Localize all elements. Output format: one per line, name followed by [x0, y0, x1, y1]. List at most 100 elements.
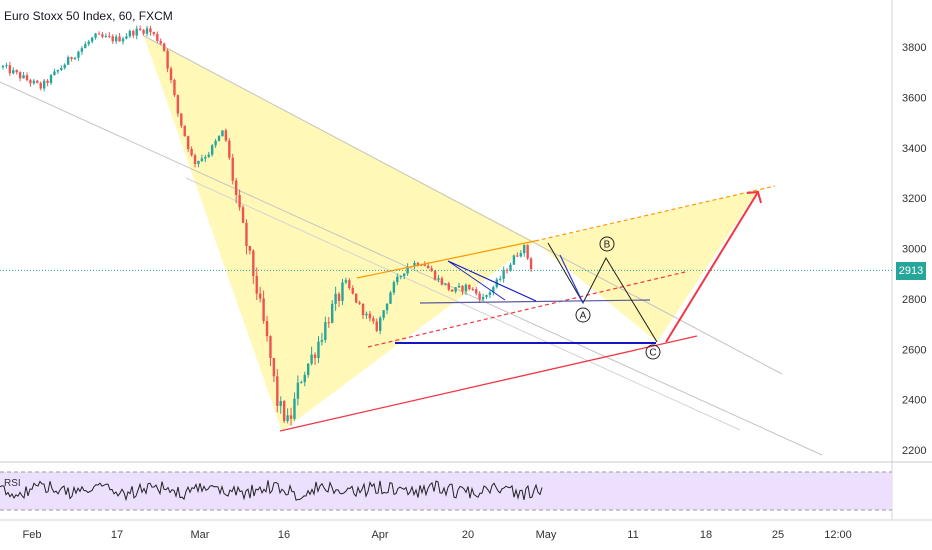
channel-line-lower [0, 81, 823, 456]
candle-body [204, 156, 207, 159]
candle-body [406, 266, 409, 274]
candle-body [488, 292, 492, 296]
candle-body [303, 374, 306, 383]
x-tick-label: 18 [700, 529, 712, 541]
candle-body [80, 48, 84, 52]
candle-body [60, 68, 63, 71]
resistance-trendline-orange [356, 240, 536, 279]
wave-label-a-circle [575, 307, 591, 323]
candle-body [224, 130, 228, 141]
candle-body [252, 250, 255, 276]
candle-body [173, 79, 176, 96]
candle-body [111, 36, 114, 42]
candle-body [282, 400, 286, 422]
candle-body [214, 140, 217, 146]
candle-body [529, 258, 533, 270]
candle-body [159, 40, 162, 44]
candle-body [149, 28, 152, 33]
candle-body [361, 303, 365, 316]
channel-line-upper [143, 35, 783, 375]
candle-body [42, 80, 46, 89]
wave-projection [547, 242, 658, 343]
candle-body [46, 80, 49, 83]
candle-body [423, 264, 426, 266]
candle-body [317, 341, 320, 359]
candle-body [145, 28, 149, 34]
y-tick-label: 3000 [902, 244, 926, 256]
wave-label-b: B [604, 240, 611, 251]
candle-body [63, 64, 66, 69]
candle-body [509, 264, 512, 272]
candle-body [471, 289, 474, 291]
rsi-band [0, 472, 892, 510]
x-tick-label: 12:00 [824, 529, 852, 541]
y-axis-ticks: 3800 3600 3400 3200 3000 2800 2600 2400 2200 [902, 42, 926, 457]
candle-body [327, 322, 330, 324]
x-tick-label: 20 [462, 529, 474, 541]
candle-body [512, 255, 516, 265]
candle-body [492, 287, 495, 293]
candle-body [156, 34, 159, 41]
candlesticks-layer [1, 25, 533, 426]
candle-body [526, 245, 529, 259]
candle-body [22, 75, 25, 79]
candle-body [183, 125, 186, 137]
candle-body [461, 285, 464, 292]
y-tick-label: 2800 [902, 294, 926, 306]
candle-body [402, 273, 406, 277]
rsi-line [0, 480, 543, 502]
candle-body [217, 136, 221, 141]
candle-body [348, 280, 351, 289]
candle-body [29, 80, 32, 84]
support-line-a [419, 299, 651, 304]
candle-body [320, 339, 324, 342]
candle-body [73, 57, 77, 59]
candle-body [234, 180, 238, 196]
candle-body [337, 293, 341, 301]
resistance-trendline-orange-dashed [534, 185, 776, 242]
candle-body [485, 295, 488, 297]
candle-body [166, 50, 169, 69]
candle-body [241, 207, 245, 223]
current-price-tag: 2913 [896, 262, 926, 280]
candle-body [12, 70, 15, 74]
candle-body [142, 29, 145, 34]
candle-body [385, 303, 389, 311]
triangle-upper-line [447, 260, 537, 302]
candle-body [450, 289, 454, 292]
candle-body [365, 313, 368, 316]
wave-label-a: A [580, 311, 587, 322]
candle-body [437, 278, 440, 280]
pattern-triangle-bcd [535, 190, 758, 342]
candle-body [8, 65, 12, 74]
candle-body [53, 71, 56, 76]
candle-body [125, 36, 128, 39]
candle-body [228, 140, 231, 158]
y-tick-label: 3200 [902, 193, 926, 205]
candle-body [516, 255, 519, 257]
midline-red-dashed [367, 271, 686, 348]
candle-body [457, 285, 461, 288]
candle-body [108, 35, 111, 37]
candle-body [94, 33, 97, 38]
candle-body [341, 282, 344, 301]
wave-label-c-circle [645, 344, 661, 360]
candle-body [313, 354, 317, 359]
candle-body [334, 293, 337, 304]
candle-body [18, 72, 22, 79]
candle-body [77, 51, 80, 58]
x-tick-label: Feb [23, 529, 42, 541]
candle-body [523, 245, 526, 254]
candle-body [372, 318, 375, 322]
candle-body [306, 363, 310, 375]
candle-body [221, 130, 224, 137]
x-tick-label: 11 [627, 529, 638, 541]
candle-body [279, 400, 282, 406]
x-tick-label: 16 [278, 529, 290, 541]
candle-body [180, 113, 183, 126]
y-tick-label: 3800 [902, 42, 926, 54]
candle-body [121, 38, 125, 42]
support-trendline-red [279, 335, 698, 432]
channel-lines-layer [0, 35, 823, 456]
triangle-inner-line [447, 260, 506, 301]
